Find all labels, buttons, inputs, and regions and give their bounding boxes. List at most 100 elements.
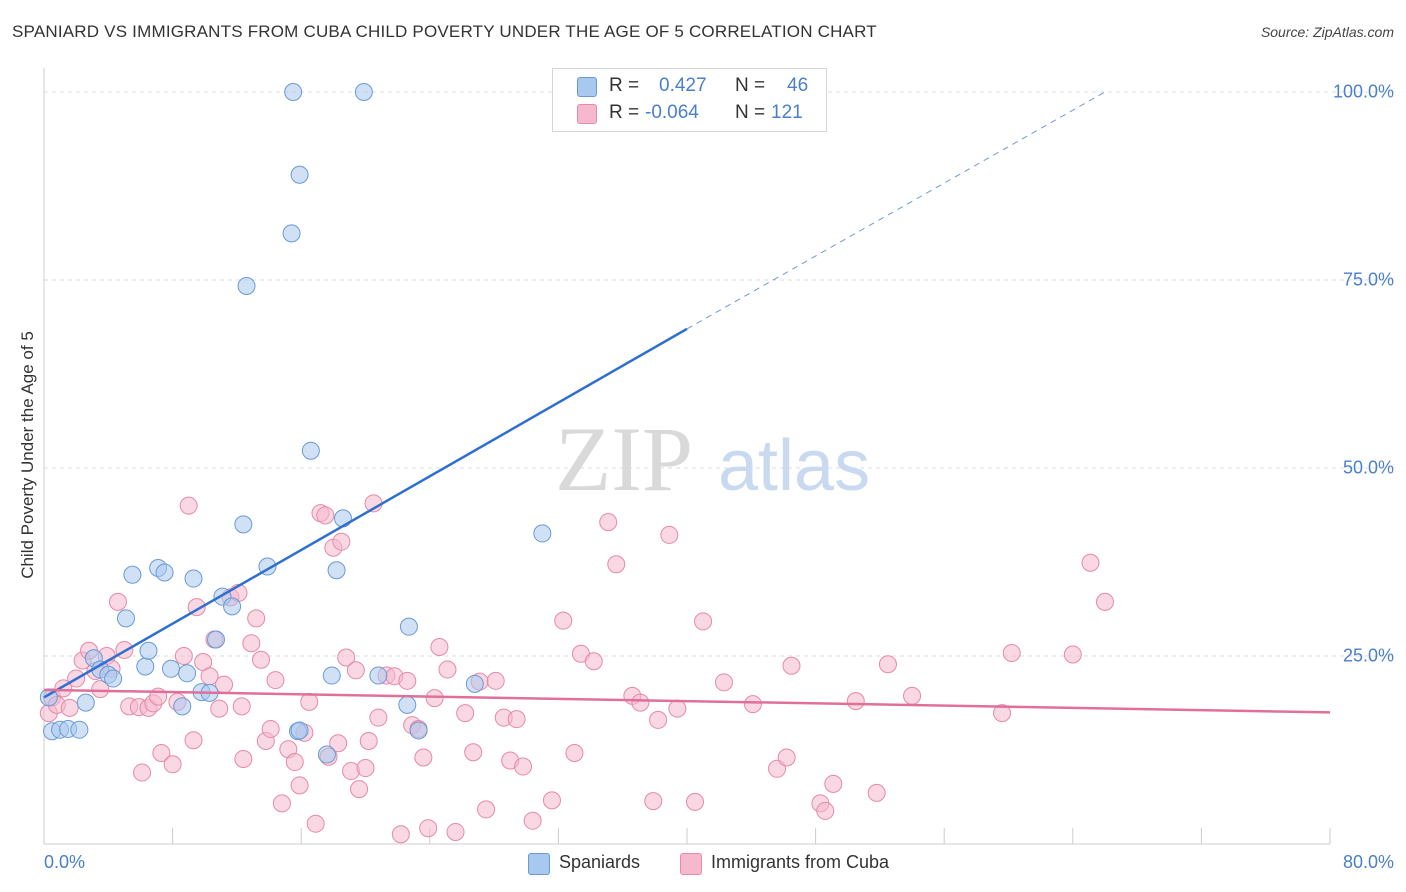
- cuba-point: [133, 763, 152, 782]
- cuba-point: [332, 532, 351, 551]
- cuba-point: [316, 506, 335, 525]
- cuba-point: [300, 692, 319, 711]
- spaniards-point: [354, 83, 373, 101]
- cuba-points: [39, 494, 1114, 844]
- cuba-point: [174, 647, 193, 665]
- spaniards-swatch: [577, 77, 597, 97]
- cuba-point: [464, 743, 483, 762]
- cuba-point: [1095, 592, 1114, 611]
- cuba-point: [414, 748, 433, 767]
- cuba-point: [686, 792, 705, 811]
- cuba-point: [342, 762, 361, 781]
- cuba-point: [878, 655, 897, 674]
- legend-n-value: 121: [771, 102, 803, 123]
- spaniards-point: [290, 721, 309, 740]
- cuba-point: [507, 710, 526, 729]
- cuba-point: [846, 692, 865, 711]
- cuba-point: [867, 783, 886, 802]
- spaniards-point: [301, 441, 320, 460]
- cuba-point: [242, 634, 261, 653]
- spaniards-point: [207, 630, 226, 649]
- cuba-point: [1002, 643, 1021, 662]
- y-tick-label: 100.0%: [1332, 81, 1394, 102]
- cuba-point: [743, 695, 762, 714]
- spaniards-point: [282, 224, 301, 243]
- cuba-point: [272, 794, 291, 813]
- cuba-point: [356, 759, 375, 778]
- spaniards-point: [533, 524, 552, 543]
- spaniards-point: [237, 277, 256, 296]
- spaniards-point: [155, 563, 174, 582]
- spaniards-point: [284, 83, 303, 101]
- cuba-point: [446, 822, 465, 841]
- cuba-point: [649, 710, 668, 729]
- spaniards-point: [290, 165, 309, 184]
- cuba-point: [824, 774, 843, 793]
- cuba-point: [631, 693, 650, 712]
- cuba-point: [359, 731, 378, 750]
- cuba-point: [514, 757, 533, 776]
- spaniards-point: [104, 669, 123, 688]
- watermark-atlas: atlas: [718, 426, 870, 506]
- spaniards-point: [178, 664, 197, 683]
- spaniards-point: [465, 674, 484, 693]
- cuba-point: [584, 652, 603, 671]
- legend-r-label: R =: [609, 102, 640, 123]
- cuba-point: [234, 750, 253, 769]
- watermark-zip: ZIP: [555, 408, 693, 510]
- spaniards-point: [317, 745, 336, 764]
- spaniards-point: [136, 657, 155, 676]
- spaniards-legend-swatch: [528, 853, 550, 875]
- x-tick-max: 80.0%: [1342, 852, 1394, 872]
- spaniards-point: [223, 597, 242, 616]
- cuba-point: [398, 671, 417, 690]
- chart-title: SPANIARD VS IMMIGRANTS FROM CUBA CHILD P…: [12, 22, 877, 41]
- x-tick-min: 0.0%: [44, 852, 86, 872]
- spaniards-point: [76, 693, 95, 712]
- legend-r-value: 0.427: [659, 75, 707, 96]
- correlation-legend: R = 0.427 N = 46 R = -0.064 N = 121: [552, 68, 827, 132]
- cuba-point: [1081, 553, 1100, 572]
- cuba-point: [346, 661, 365, 680]
- cuba-point: [419, 819, 438, 838]
- spaniards-point: [139, 641, 158, 660]
- spaniards-point: [70, 720, 89, 739]
- legend-r-value: -0.064: [645, 102, 699, 123]
- spaniards-point: [327, 561, 346, 580]
- spaniards-point: [322, 666, 341, 685]
- cuba-point: [993, 704, 1012, 723]
- cuba-trend-line: [43, 688, 1331, 714]
- cuba-point: [668, 699, 687, 718]
- cuba-point: [438, 660, 457, 679]
- cuba-point: [782, 656, 801, 675]
- spaniards-point: [399, 617, 418, 636]
- cuba-point: [816, 801, 835, 820]
- cuba-legend-label: Immigrants from Cuba: [711, 852, 890, 872]
- cuba-point: [329, 734, 348, 753]
- cuba-point: [290, 776, 309, 795]
- cuba-point: [644, 792, 663, 811]
- spaniards-point: [116, 609, 135, 628]
- cuba-point: [714, 673, 733, 692]
- cuba-point: [252, 650, 271, 669]
- spaniards-point: [123, 565, 142, 584]
- cuba-point: [660, 525, 679, 544]
- cuba-point: [337, 648, 356, 667]
- cuba-point: [210, 699, 229, 718]
- legend-n-label: N =: [735, 102, 766, 123]
- legend-n-label: N =: [735, 75, 766, 96]
- cuba-point: [694, 612, 713, 631]
- cuba-point: [306, 814, 325, 833]
- trend-lines: [43, 91, 1331, 714]
- spaniards-trend-line: [43, 327, 688, 699]
- gridlines: [44, 91, 1395, 657]
- cuba-point: [477, 800, 496, 819]
- spaniards-legend-label: Spaniards: [559, 852, 641, 872]
- cuba-point: [152, 744, 171, 763]
- spaniards-points: [39, 83, 651, 764]
- cuba-point: [60, 698, 79, 717]
- y-tick-label: 25.0%: [1342, 645, 1394, 666]
- cuba-point: [486, 671, 505, 690]
- y-tick-label: 75.0%: [1342, 269, 1394, 290]
